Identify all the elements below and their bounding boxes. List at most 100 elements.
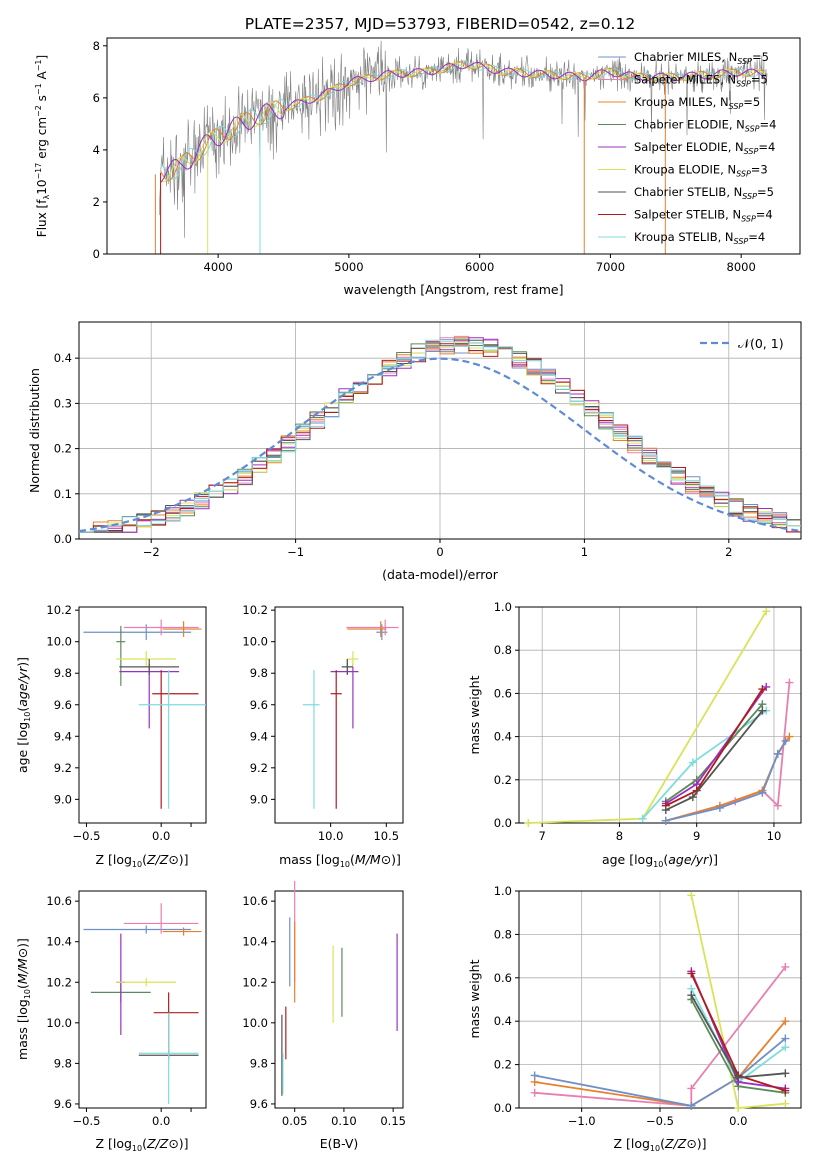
y-tick-label: 10.0	[46, 635, 72, 649]
model-spectrum-8	[160, 60, 765, 180]
weight-marker-1	[773, 801, 782, 810]
x-axis-label: Z [log10(Z/Z⊙)]	[613, 1136, 706, 1153]
x-tick-label: −0.5	[73, 829, 101, 843]
y-tick-label: 0.8	[494, 927, 512, 941]
y-tick-label: 10.0	[242, 635, 268, 649]
x-tick-label: −2	[143, 545, 160, 559]
weight-marker-8	[688, 758, 697, 767]
y-tick-label: 0	[93, 247, 100, 261]
weight-marker-5	[762, 607, 771, 616]
y-tick-label: 0.2	[494, 1058, 512, 1072]
model-spectrum-2	[160, 61, 765, 182]
model-spectrum-4	[160, 61, 765, 183]
weight-marker-0	[773, 749, 782, 758]
y-tick-label: 0.4	[494, 1014, 512, 1028]
gaussian-reference	[78, 357, 802, 533]
weight-marker-0	[715, 803, 724, 812]
legend-entry: Salpeter MILES, NSSP=5	[634, 73, 768, 89]
x-tick-label: 0	[436, 545, 443, 559]
axes-frame	[274, 606, 404, 824]
y-tick-label: 10.6	[242, 894, 268, 908]
x-tick-label: 6000	[465, 260, 494, 274]
y-tick-label: 10.2	[46, 975, 72, 989]
axes-frame	[78, 890, 207, 1109]
legend-entry: Salpeter STELIB, NSSP=4	[634, 208, 773, 224]
legend-entry: Kroupa ELODIE, NSSP=3	[634, 163, 768, 179]
axes-frame	[518, 606, 802, 824]
x-tick-label: 4000	[204, 260, 233, 274]
y-tick-label: 9.6	[250, 1097, 268, 1111]
legend-entry: 𝒩(0, 1)	[738, 336, 784, 351]
panel-spectrum: 4000 5000 6000 7000 8000 0 2 4 6 8 wavelength [Ang…	[34, 37, 801, 297]
weight-marker-8	[781, 1043, 790, 1052]
x-tick-label: 8000	[727, 260, 756, 274]
y-tick-label: 0.6	[494, 686, 512, 700]
legend-entry: Salpeter ELODIE, NSSP=4	[634, 140, 775, 156]
weight-marker-7	[781, 1086, 790, 1095]
weight-marker-1	[687, 1084, 696, 1093]
x-axis-label: age [log10(age/yr)]	[602, 852, 718, 869]
x-tick-label: 0.0	[152, 1114, 170, 1128]
x-tick-label: 0.10	[331, 1114, 357, 1128]
weight-marker-2	[785, 732, 794, 741]
y-axis-label: mass weight	[467, 675, 482, 754]
y-tick-label: 10.2	[242, 603, 268, 617]
y-tick-label: 10.2	[46, 603, 72, 617]
weight-marker-8	[638, 814, 647, 823]
x-axis-label: E(B-V)	[320, 1136, 359, 1151]
y-axis-label: mass [log10(M/M⊙)]	[15, 938, 32, 1060]
y-tick-label: 0.4	[54, 351, 72, 365]
x-tick-label: −0.5	[73, 1114, 101, 1128]
x-tick-label: −1	[287, 545, 304, 559]
weight-marker-0	[530, 1071, 539, 1080]
y-tick-label: 9.4	[250, 729, 268, 743]
x-tick-label: 0.0	[729, 1114, 747, 1128]
x-tick-label: 8	[616, 829, 623, 843]
legend-entry: Chabrier MILES, NSSP=5	[634, 50, 769, 66]
weight-marker-0	[758, 788, 767, 797]
weight-marker-6	[781, 1069, 790, 1078]
y-tick-label: 1.0	[494, 884, 512, 898]
y-tick-label: 9.8	[54, 666, 72, 680]
weight-marker-1	[781, 962, 790, 971]
legend-entry: Kroupa STELIB, NSSP=4	[634, 230, 765, 246]
panel-massweight-vs-Z: −1.0 −0.5 0.0 0.0 0.2 0.4 0.6 0.8 1.0 Z [log10(Z/…	[467, 884, 802, 1153]
figure-title: PLATE=2357, MJD=53793, FIBERID=0542, z=0…	[245, 15, 635, 33]
y-tick-label: 9.0	[54, 792, 72, 806]
y-tick-label: 0.3	[54, 396, 72, 410]
weight-marker-5	[687, 891, 696, 900]
weight-marker-0	[781, 1034, 790, 1043]
y-tick-label: 4	[93, 143, 100, 157]
y-tick-label: 2	[93, 195, 100, 209]
panel-mass-vs-Z: −0.5 0.0 9.6 9.8 10.0 10.2 10.4 10.6 Z [log10(Z/…	[15, 890, 207, 1153]
y-tick-label: 10.6	[46, 894, 72, 908]
y-tick-label: 9.8	[250, 1056, 268, 1070]
histogram-8	[79, 339, 801, 533]
weight-marker-6	[734, 1073, 743, 1082]
histogram-6	[79, 339, 801, 533]
y-tick-label: 9.4	[54, 729, 72, 743]
weight-marker-7	[687, 969, 696, 978]
histogram-7	[79, 341, 801, 533]
y-tick-label: 0.0	[494, 816, 512, 830]
x-axis-label: wavelength [Angstrom, rest frame]	[343, 282, 563, 297]
x-tick-label: 7000	[596, 260, 625, 274]
y-tick-label: 10.0	[46, 1016, 72, 1030]
x-tick-label: 10.0	[318, 829, 344, 843]
axes-frame	[78, 606, 207, 824]
weight-marker-0	[661, 816, 670, 825]
weight-marker-0	[687, 1101, 696, 1110]
y-tick-label: 1.0	[494, 600, 512, 614]
weight-marker-6	[758, 706, 767, 715]
x-tick-label: 5000	[334, 260, 363, 274]
axes-frame	[106, 37, 801, 255]
y-tick-label: 9.2	[54, 761, 72, 775]
y-axis-label: Normed distribution	[27, 368, 42, 493]
x-tick-label: 9	[693, 829, 700, 843]
panel-age-vs-Z: −0.5 0.0 9.0 9.2 9.4 9.6 9.8 10.0 10.2 Z [log10(Z…	[15, 603, 207, 869]
x-tick-label: −1.0	[568, 1114, 596, 1128]
y-tick-label: 9.6	[54, 1097, 72, 1111]
weight-marker-6	[661, 806, 670, 815]
x-tick-label: 2	[725, 545, 732, 559]
x-axis-label: (data-model)/error	[382, 567, 499, 582]
